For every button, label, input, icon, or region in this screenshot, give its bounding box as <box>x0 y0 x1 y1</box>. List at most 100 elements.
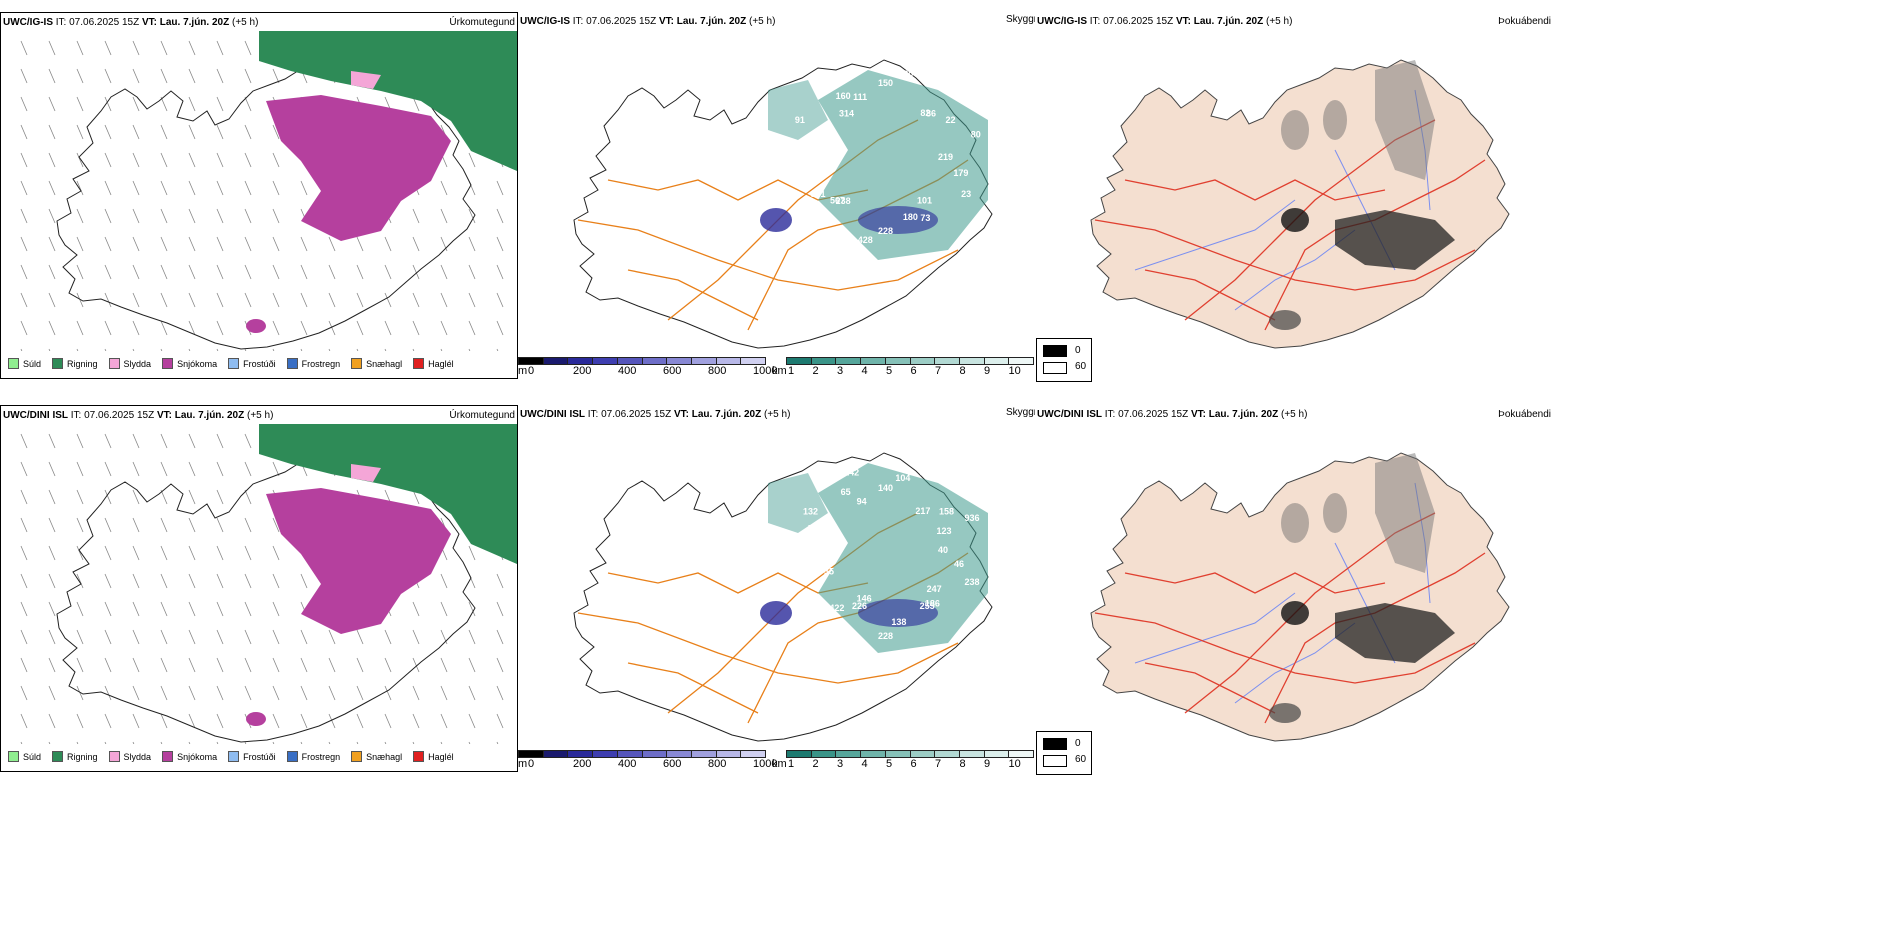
wind-barb <box>104 320 112 336</box>
wind-barb <box>20 713 28 729</box>
precip-overlay-1 <box>246 31 517 333</box>
wind-barb <box>104 236 112 252</box>
wind-barb <box>300 264 308 280</box>
wind-barb <box>244 208 252 224</box>
scale-step <box>1009 751 1034 757</box>
scale-step <box>642 358 668 364</box>
fog-swatch-0 <box>1043 738 1067 750</box>
scale-step <box>910 751 936 757</box>
wind-barb <box>188 236 196 252</box>
wind-barb <box>104 180 112 196</box>
wind-barb <box>48 741 51 744</box>
wind-barb <box>384 348 387 351</box>
snow-area <box>266 95 451 241</box>
wind-barb <box>76 96 84 112</box>
fog-area <box>1335 603 1455 663</box>
wind-barb <box>440 657 448 673</box>
legend-swatch <box>162 358 174 370</box>
wind-barb <box>160 264 168 280</box>
snow-area <box>266 488 451 634</box>
wind-barb <box>104 713 112 729</box>
fog-area <box>1335 210 1455 270</box>
wind-barb <box>20 292 28 308</box>
fog-area <box>1375 60 1435 180</box>
wind-barb <box>76 573 84 589</box>
wind-barb <box>216 124 224 140</box>
legend-swatch <box>52 358 64 370</box>
fog-area <box>1281 208 1309 232</box>
wind-barb <box>300 657 308 673</box>
sky-title-2: Skyggni <box>1006 407 1042 418</box>
wind-barb <box>468 741 471 744</box>
wind-barb <box>104 461 112 477</box>
cloud-base-label: 140 <box>878 483 893 493</box>
wind-barb <box>244 68 252 84</box>
fog-swatch-60 <box>1043 755 1067 767</box>
wind-barb <box>216 40 224 56</box>
wind-barb <box>216 517 224 533</box>
model-name: UWC/DINI ISL <box>3 410 68 421</box>
wind-barb <box>244 152 252 168</box>
wind-barb <box>132 601 140 617</box>
cloud-base-label: 776 <box>820 526 835 536</box>
fog-title: Þokuábendi <box>1498 16 1551 27</box>
wind-barb <box>468 292 476 308</box>
wind-barb <box>412 96 420 112</box>
wind-barb <box>496 685 504 701</box>
fog-panel-1: UWC/IG-IS IT: 07.06.2025 15Z VT: Lau. 7.… <box>1035 12 1553 379</box>
scale-step <box>1009 358 1034 364</box>
wind-barb <box>104 433 112 449</box>
wind-barb <box>104 573 112 589</box>
wind-barb <box>76 461 84 477</box>
cloud-base-label: 94 <box>857 496 867 506</box>
wind-barb <box>188 461 196 477</box>
km-scale-tick: 3 <box>837 365 844 377</box>
wind-barb <box>160 685 168 701</box>
wind-barb <box>48 96 56 112</box>
wind-barb <box>244 180 252 196</box>
wind-barb <box>48 68 56 84</box>
wind-barb <box>468 713 476 729</box>
fog-area <box>1269 703 1301 723</box>
height-scale-bar <box>518 750 766 758</box>
precip-legend: Súld Rigning Slydda Snjókoma Frostúði Frostre… <box>3 356 460 372</box>
fog-map-1 <box>1090 59 1510 349</box>
wind-barb <box>328 629 336 645</box>
wind-barb <box>76 433 84 449</box>
wind-barb <box>216 629 224 645</box>
wind-barb <box>76 741 79 744</box>
fog-area <box>1323 100 1347 140</box>
wind-barb <box>356 320 364 336</box>
cloud-base-label: 40 <box>938 545 948 555</box>
wind-barb <box>496 573 504 589</box>
wind-barb <box>76 348 79 351</box>
km-scale-tick: 7 <box>935 758 942 770</box>
wind-barb <box>188 517 196 533</box>
scale-step <box>836 358 862 364</box>
wind-barb <box>468 601 476 617</box>
wind-barb <box>356 713 364 729</box>
road <box>577 612 959 684</box>
fog-tick-0: 0 <box>1075 738 1081 749</box>
legend-label: Snjókoma <box>177 358 218 369</box>
precip-overlay-2 <box>246 424 517 726</box>
height-scale-tick: 600 <box>663 758 682 770</box>
wind-barb <box>300 236 308 252</box>
wind-barb <box>272 68 280 84</box>
fog-area <box>1269 310 1301 330</box>
wind-barb <box>244 573 252 589</box>
wind-barb <box>496 657 504 673</box>
wind-barb <box>160 741 163 744</box>
wind-barb <box>384 657 392 673</box>
wind-barb <box>356 657 364 673</box>
fog-title: Þokuábendi <box>1498 409 1551 420</box>
valid-label: VT: <box>1190 409 1206 420</box>
wind-barb <box>48 152 56 168</box>
scale-step <box>861 358 886 364</box>
valid-label: VT: <box>673 409 689 420</box>
wind-barb <box>132 180 140 196</box>
wind-barb <box>272 180 280 196</box>
cloud-base-label: 238 <box>836 196 851 206</box>
wind-barb <box>468 685 476 701</box>
